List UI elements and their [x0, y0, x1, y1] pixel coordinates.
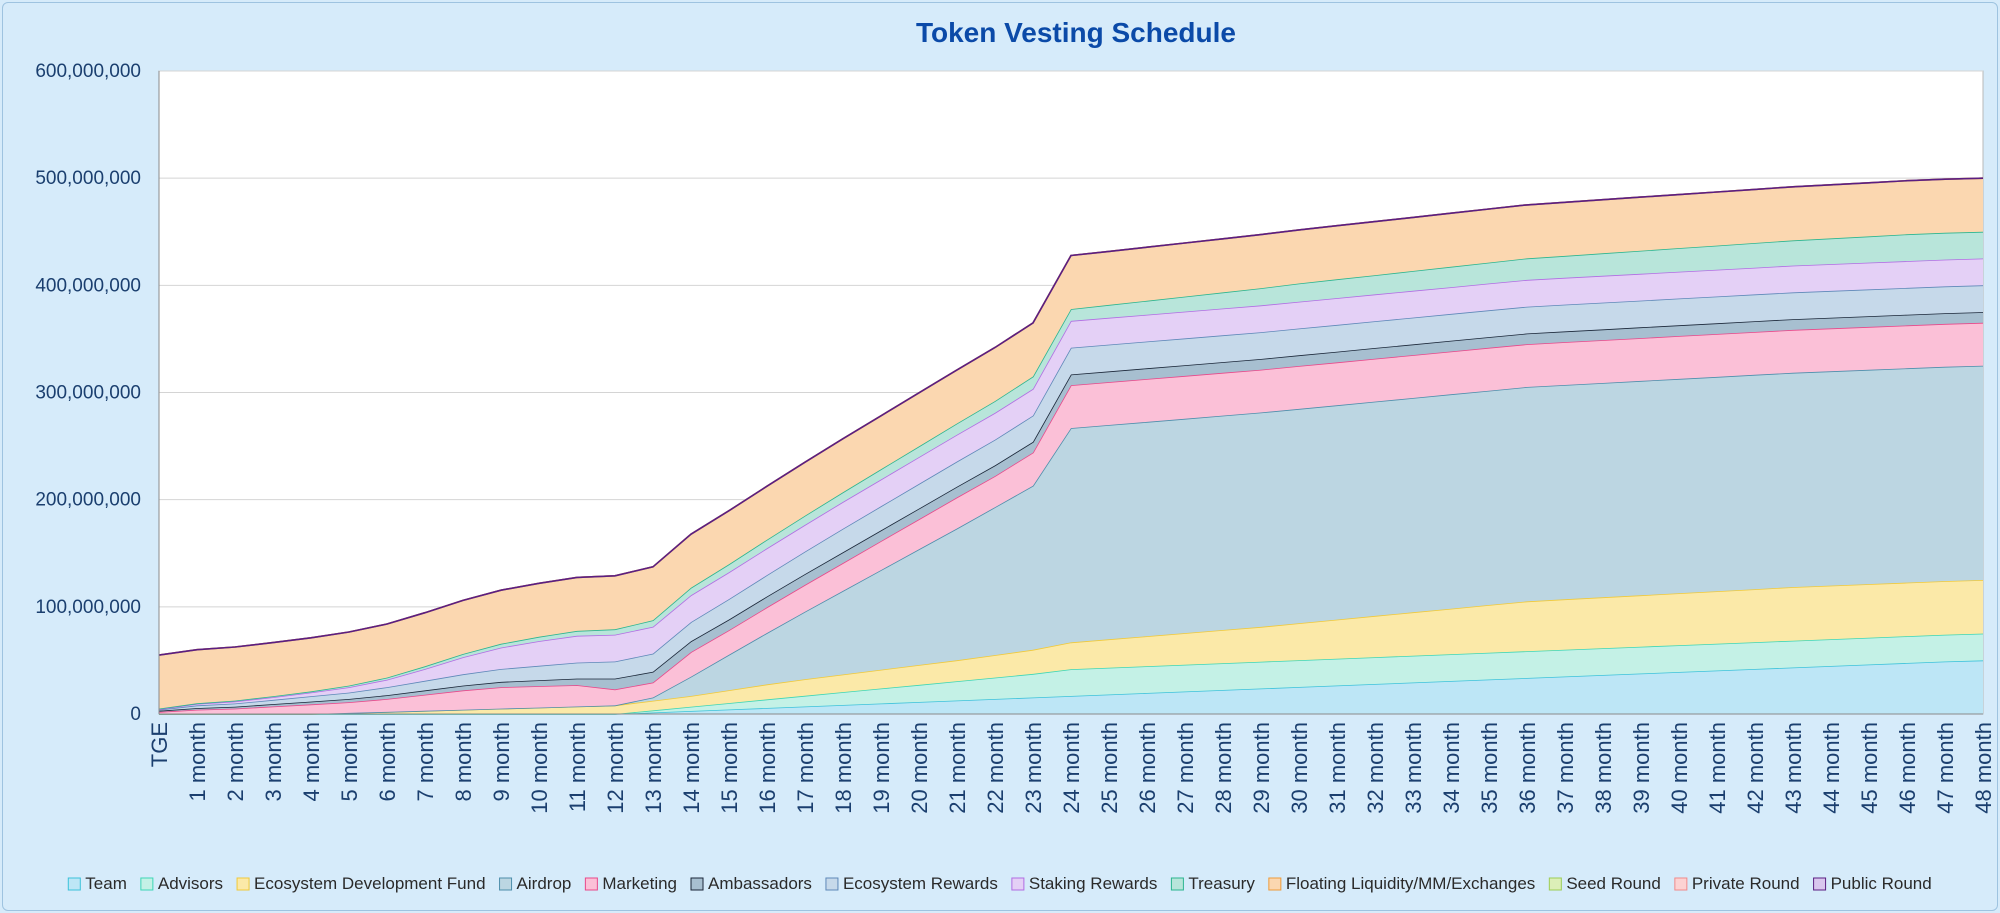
x-tick-label: 30 month [1287, 722, 1312, 814]
series-area-advisors [159, 633, 1983, 714]
legend-swatch [1170, 877, 1184, 891]
series-area-marketing [159, 322, 1983, 714]
x-tick-label: 33 month [1401, 722, 1426, 814]
x-tick-label: 47 month [1933, 722, 1958, 814]
series-area-airdrop [159, 365, 1983, 714]
legend-swatch [1813, 877, 1827, 891]
x-tick-label: 1 month [185, 722, 210, 802]
legend-label: Private Round [1692, 874, 1800, 893]
x-tick-label: 19 month [869, 722, 894, 814]
x-tick-label: 17 month [793, 722, 818, 814]
x-tick-label: 32 month [1363, 722, 1388, 814]
y-tick-label: 400,000,000 [35, 275, 141, 296]
legend-swatch [1674, 877, 1688, 891]
axes [158, 71, 1983, 715]
legend-swatch [1268, 877, 1282, 891]
y-tick-label: 500,000,000 [35, 168, 141, 189]
x-tick-label: 14 month [679, 722, 704, 814]
x-tick-label: 21 month [945, 722, 970, 814]
x-tick-label: 31 month [1325, 722, 1350, 814]
legend-label: Ecosystem Development Fund [254, 874, 486, 893]
x-tick-label: 42 month [1743, 722, 1768, 814]
x-tick-label: 45 month [1857, 722, 1882, 814]
x-tick-label: 9 month [489, 722, 514, 802]
legend-swatch [499, 877, 513, 891]
legend-label: Airdrop [517, 874, 572, 893]
x-tick-label: 41 month [1705, 722, 1730, 814]
x-tick-label: 11 month [565, 722, 590, 812]
x-tick-label: 35 month [1477, 722, 1502, 814]
x-tick-label: 40 month [1667, 722, 1692, 814]
legend-label: Staking Rewards [1029, 874, 1158, 893]
y-tick-label: 200,000,000 [35, 490, 141, 511]
legend-label: Ecosystem Rewards [843, 874, 998, 893]
series-line-public-round [158, 177, 1984, 656]
legend-label: Floating Liquidity/MM/Exchanges [1286, 874, 1535, 893]
series-area-ecosystem-development-fund [159, 580, 1983, 714]
x-tick-label: 13 month [641, 722, 666, 814]
x-tick-label: 26 month [1135, 722, 1160, 814]
x-tick-label: TGE [147, 722, 172, 767]
chart-title: Token Vesting Schedule [916, 17, 1236, 48]
x-tick-label: 3 month [261, 722, 286, 802]
x-tick-label: 44 month [1819, 722, 1844, 814]
x-tick-label: 18 month [831, 722, 856, 814]
y-tick-label: 100,000,000 [35, 597, 141, 618]
x-tick-label: 36 month [1515, 722, 1540, 814]
legend-swatch [140, 877, 154, 891]
x-tick-label: 22 month [983, 722, 1008, 814]
x-tick-label: 10 month [527, 722, 552, 814]
x-tick-label: 7 month [413, 722, 438, 802]
series-area-ecosystem-rewards [159, 285, 1983, 711]
x-axis-ticks: TGE 1 month 2 month 3 month 4 month 5 month 6 … [147, 722, 1996, 814]
x-tick-label: 39 month [1629, 722, 1654, 814]
legend-swatch [1011, 877, 1025, 891]
legend: Team Advisors Ecosystem Development Fund Ai… [67, 874, 1932, 893]
y-axis-ticks: 0 100,000,000 200,000,000 300,000,000 400,00… [35, 61, 141, 725]
legend-label: Seed Round [1566, 874, 1661, 893]
legend-swatch [1548, 877, 1562, 891]
x-tick-label: 29 month [1249, 722, 1274, 814]
legend-label: Advisors [158, 874, 223, 893]
x-tick-label: 5 month [337, 722, 362, 802]
x-tick-label: 48 month [1971, 722, 1996, 814]
x-tick-label: 37 month [1553, 722, 1578, 814]
x-tick-label: 6 month [375, 722, 400, 802]
x-tick-label: 46 month [1895, 722, 1920, 814]
x-tick-label: 25 month [1097, 722, 1122, 814]
x-tick-label: 4 month [299, 722, 324, 802]
x-tick-label: 28 month [1211, 722, 1236, 814]
legend-label: Ambassadors [708, 874, 812, 893]
x-tick-label: 12 month [603, 722, 628, 814]
x-tick-label: 16 month [755, 722, 780, 814]
legend-swatch [690, 877, 704, 891]
series-areas [158, 177, 1984, 715]
legend-swatch [236, 877, 250, 891]
legend-swatch [825, 877, 839, 891]
x-tick-label: 43 month [1781, 722, 1806, 814]
x-tick-label: 34 month [1439, 722, 1464, 814]
legend-label: Public Round [1831, 874, 1932, 893]
x-tick-label: 2 month [223, 722, 248, 802]
x-tick-label: 38 month [1591, 722, 1616, 814]
legend-label: Marketing [602, 874, 677, 893]
y-tick-label: 300,000,000 [35, 383, 141, 404]
x-tick-label: 8 month [451, 722, 476, 802]
x-tick-label: 15 month [717, 722, 742, 814]
x-tick-label: 23 month [1021, 722, 1046, 814]
legend-swatch [67, 877, 81, 891]
legend-swatch [584, 877, 598, 891]
legend-label: Treasury [1188, 874, 1255, 893]
x-tick-label: 24 month [1059, 722, 1084, 814]
series-area-team [159, 660, 1983, 714]
x-tick-label: 27 month [1173, 722, 1198, 814]
y-tick-label: 600,000,000 [35, 61, 141, 82]
legend-label: Team [85, 874, 127, 893]
x-tick-label: 20 month [907, 722, 932, 814]
y-tick-label: 0 [130, 704, 141, 725]
